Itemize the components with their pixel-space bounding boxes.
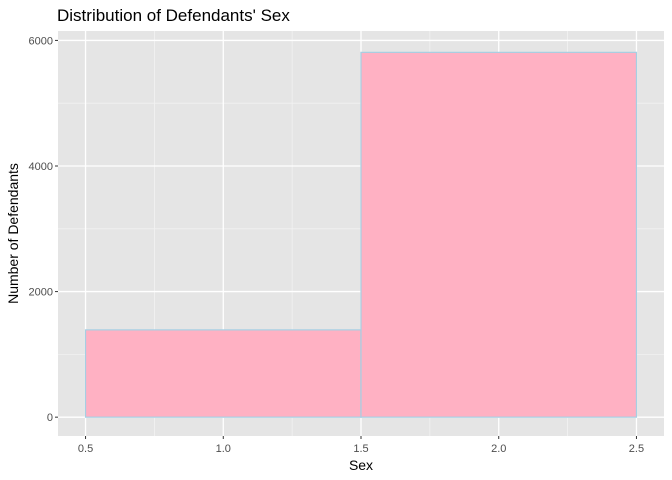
- y-tick-label: 4000: [29, 161, 53, 173]
- chart-title: Distribution of Defendants' Sex: [57, 6, 290, 25]
- y-tick-label: 0: [47, 412, 53, 424]
- y-tick-label: 2000: [29, 287, 53, 299]
- x-tick-label: 1.5: [353, 443, 368, 455]
- histogram-bar-2: [360, 51, 638, 418]
- x-tick-label: 1.0: [216, 443, 231, 455]
- y-axis: 0 2000 4000 6000: [29, 35, 58, 424]
- x-axis: 0.5 1.0 1.5 2.0 2.5: [78, 436, 644, 455]
- y-tick-label: 6000: [29, 35, 53, 47]
- x-tick-label: 0.5: [78, 443, 93, 455]
- x-tick-label: 2.5: [629, 443, 644, 455]
- histogram-bar-1: [84, 329, 362, 418]
- x-axis-title: Sex: [349, 457, 373, 473]
- y-axis-title: Number of Defendants: [5, 163, 21, 304]
- x-tick-label: 2.0: [491, 443, 506, 455]
- bars: [84, 51, 638, 418]
